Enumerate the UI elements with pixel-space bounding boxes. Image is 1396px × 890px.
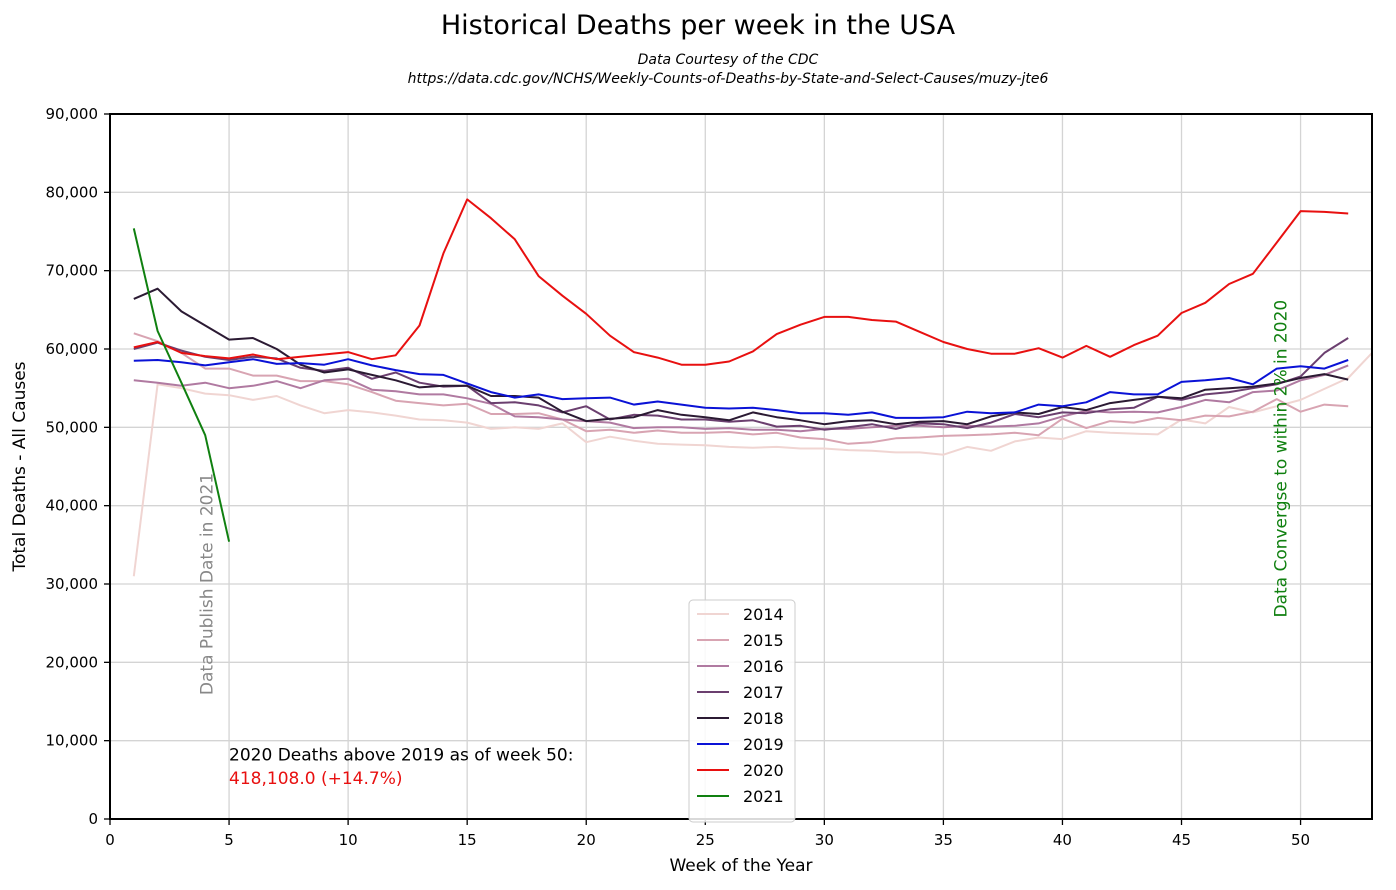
annotation-text: Data Convergse to within 2% in 2020	[1271, 300, 1291, 618]
legend-label: 2016	[743, 657, 784, 676]
x-tick-label: 45	[1172, 831, 1191, 849]
series-lines	[132, 198, 1373, 577]
y-tick-label: 20,000	[46, 653, 99, 671]
x-tick-label: 10	[339, 831, 358, 849]
x-tick-label: 30	[815, 831, 834, 849]
y-tick-label: 70,000	[46, 262, 99, 280]
y-tick-label: 60,000	[46, 340, 99, 358]
series-line-2020	[133, 198, 1349, 366]
legend-label: 2019	[743, 735, 784, 754]
legend-item: 2021	[697, 787, 784, 806]
series-2017	[133, 337, 1349, 431]
series-2014	[132, 352, 1373, 577]
legend-item: 2016	[697, 657, 784, 676]
series-line-2016	[133, 364, 1349, 433]
legend-item: 2014	[697, 605, 784, 624]
legend-label: 2017	[743, 683, 784, 702]
legend-item: 2015	[697, 631, 784, 650]
chart-subtitle-source: Data Courtesy of the CDC	[637, 52, 819, 68]
y-tick-label: 30,000	[46, 575, 99, 593]
annotation-text: 2020 Deaths above 2019 as of week 50:	[229, 745, 573, 765]
annotation-text: 418,108.0 (+14.7%)	[229, 769, 402, 789]
series-2016	[133, 364, 1349, 433]
x-axis-ticks: 0 5 10 15 20 25 30 35 40 45 50	[105, 819, 1310, 849]
series-line-2019	[133, 358, 1349, 419]
series-line-2015	[133, 332, 1349, 445]
y-tick-label: 0	[88, 810, 98, 828]
y-axis-ticks: 0 10,000 20,000 30,000 40,000 50,000 60,000 70,…	[46, 105, 110, 828]
x-tick-label: 0	[105, 831, 115, 849]
x-tick-label: 40	[1053, 831, 1072, 849]
legend-label: 2020	[743, 761, 784, 780]
x-axis-label: Week of the Year	[669, 856, 812, 876]
y-tick-label: 90,000	[46, 105, 99, 123]
legend-item: 2018	[697, 709, 784, 728]
y-tick-label: 80,000	[46, 183, 99, 201]
legend-label: 2021	[743, 787, 784, 806]
legend-label: 2018	[743, 709, 784, 728]
series-2015	[133, 332, 1349, 445]
x-tick-label: 15	[458, 831, 477, 849]
y-tick-label: 40,000	[46, 497, 99, 515]
y-axis-label: Total Deaths - All Causes	[10, 361, 30, 572]
series-2018	[133, 287, 1349, 426]
series-2019	[133, 358, 1349, 419]
legend-label: 2015	[743, 631, 784, 650]
x-tick-label: 5	[224, 831, 234, 849]
series-2021	[132, 228, 231, 542]
x-tick-label: 50	[1291, 831, 1310, 849]
series-line-2014	[132, 352, 1373, 577]
legend-item: 2017	[697, 683, 784, 702]
annotations: Data Publish Date in 2021 Data Convergse …	[197, 300, 1291, 789]
legend-item: 2020	[697, 761, 784, 780]
x-tick-label: 35	[934, 831, 953, 849]
y-tick-label: 10,000	[46, 732, 99, 750]
series-2020	[133, 198, 1349, 366]
legend-label: 2014	[743, 605, 784, 624]
chart-subtitle-url: https://data.cdc.gov/NCHS/Weekly-Counts-…	[407, 71, 1049, 87]
legend-box	[688, 599, 796, 823]
x-tick-label: 25	[696, 831, 715, 849]
annotation-text: Data Publish Date in 2021	[197, 473, 217, 695]
chart-title: Historical Deaths per week in the USA	[440, 10, 956, 41]
y-tick-label: 50,000	[46, 418, 99, 436]
series-line-2018	[133, 287, 1349, 426]
legend: 2014 2015 2016 2017 2018 2019 2020 2021	[688, 599, 796, 823]
x-tick-label: 20	[577, 831, 596, 849]
series-line-2021	[132, 228, 231, 542]
series-line-2017	[133, 337, 1349, 431]
legend-item: 2019	[697, 735, 784, 754]
